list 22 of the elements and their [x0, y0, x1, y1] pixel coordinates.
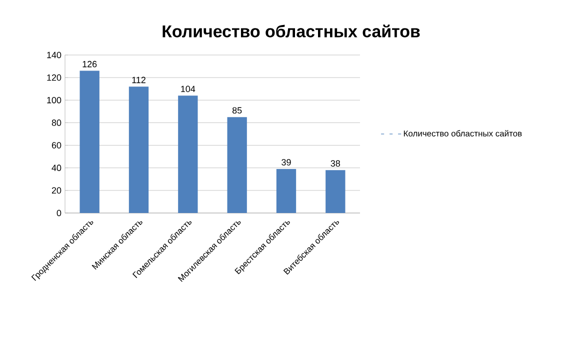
bar [128, 86, 149, 213]
y-tick-label: 120 [47, 74, 62, 81]
y-tick-label: 100 [47, 96, 62, 104]
bar [326, 170, 346, 213]
y-tick-label: 20 [52, 187, 62, 194]
y-tick-label: 140 [47, 52, 62, 58]
y-tick-label: 0 [56, 210, 62, 216]
bar [276, 168, 296, 213]
data-label: 126 [82, 60, 97, 68]
bar [80, 70, 100, 213]
bar [227, 117, 247, 213]
data-label: 85 [232, 107, 242, 114]
data-label: 104 [181, 86, 196, 92]
data-label: 112 [132, 76, 146, 84]
y-tick-label: 60 [52, 142, 62, 148]
chart-title: Количество областных сайтов [162, 24, 420, 38]
y-tick-label: 80 [52, 120, 62, 126]
data-label: 39 [282, 159, 291, 166]
bar [178, 96, 198, 213]
data-label: 38 [330, 160, 340, 167]
y-tick-label: 40 [52, 164, 62, 172]
legend-label: Количество областных сайтов [404, 130, 522, 136]
